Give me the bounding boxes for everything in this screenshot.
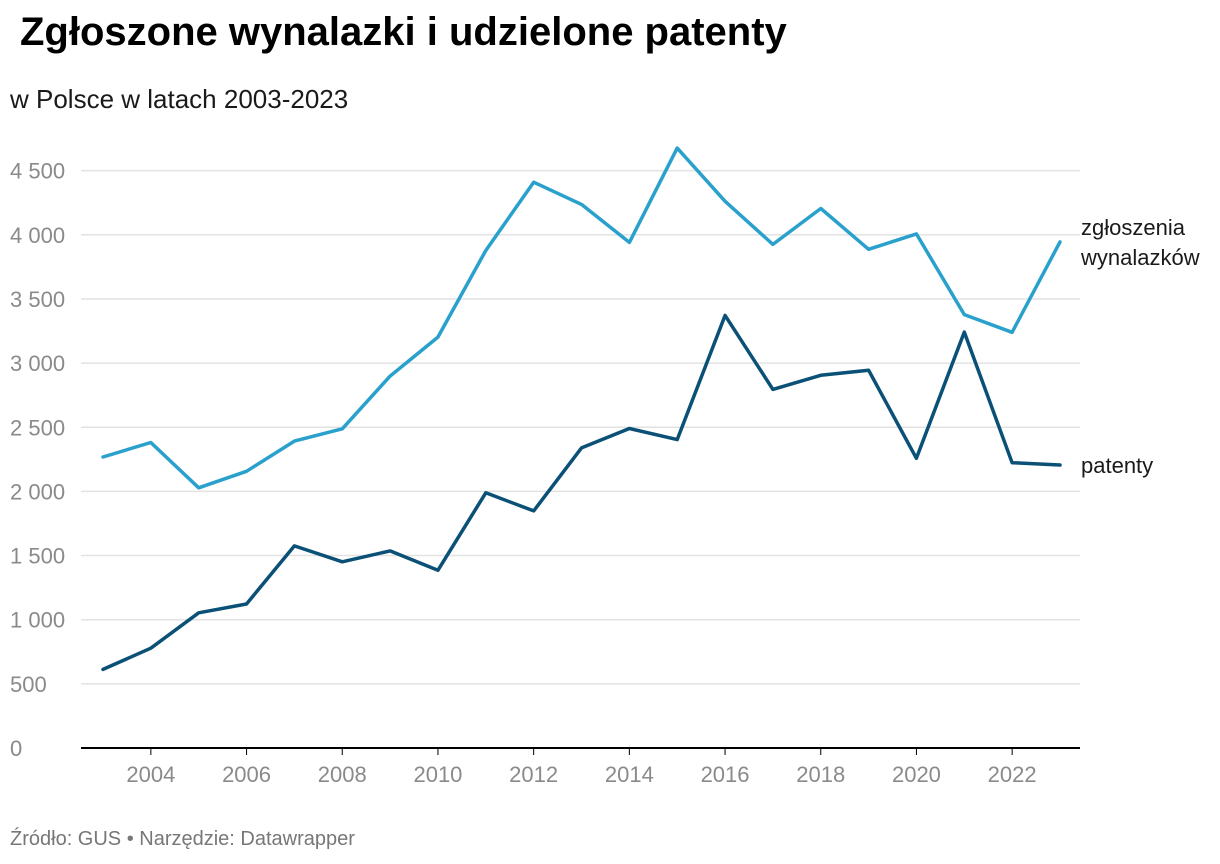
x-tick-label: 2012 <box>509 762 558 787</box>
series-label-patents: patenty <box>1081 453 1153 478</box>
y-tick-label: 500 <box>10 672 47 697</box>
series-line-patents <box>101 313 1062 672</box>
x-tick-label: 2016 <box>701 762 750 787</box>
line-chart: 0 500 1 000 1 500 2 000 2 500 3 000 3 500 4 000 4… <box>10 146 1200 787</box>
y-tick-label: 3 500 <box>10 287 65 312</box>
x-tick-label: 2020 <box>892 762 941 787</box>
x-tick-label: 2018 <box>796 762 845 787</box>
source-note: Źródło: GUS • Narzędzie: Datawrapper <box>10 828 355 850</box>
x-tick-label: 2008 <box>318 762 367 787</box>
series-end-labels: zgłoszenia wynalazków patenty <box>1080 215 1200 478</box>
chart-subtitle: w Polsce w latach 2003-2023 <box>10 84 349 114</box>
x-tick-label: 2004 <box>126 762 175 787</box>
x-axis-tick-labels: 2004 2006 2008 2010 2012 2014 2016 2018 2020 2022 <box>126 748 1037 787</box>
y-tick-label: 0 <box>10 736 22 761</box>
y-tick-label: 2 000 <box>10 479 65 504</box>
x-tick-label: 2006 <box>222 762 271 787</box>
y-tick-label: 3 000 <box>10 351 65 376</box>
y-tick-label: 4 500 <box>10 159 65 184</box>
series-line-applications <box>101 146 1062 490</box>
y-tick-label: 2 500 <box>10 415 65 440</box>
y-axis-tick-labels: 0 500 1 000 1 500 2 000 2 500 3 000 3 500 4 000 4… <box>10 159 65 761</box>
y-tick-label: 1 500 <box>10 544 65 569</box>
chart-title: Zgłoszone wynalazki i udzielone patenty <box>20 10 787 54</box>
y-tick-label: 4 000 <box>10 223 65 248</box>
y-tick-label: 1 000 <box>10 608 65 633</box>
series-lines <box>101 146 1062 672</box>
x-tick-label: 2022 <box>988 762 1037 787</box>
x-tick-label: 2014 <box>605 762 654 787</box>
x-tick-label: 2010 <box>413 762 462 787</box>
series-label-applications: zgłoszenia wynalazków <box>1080 215 1200 270</box>
